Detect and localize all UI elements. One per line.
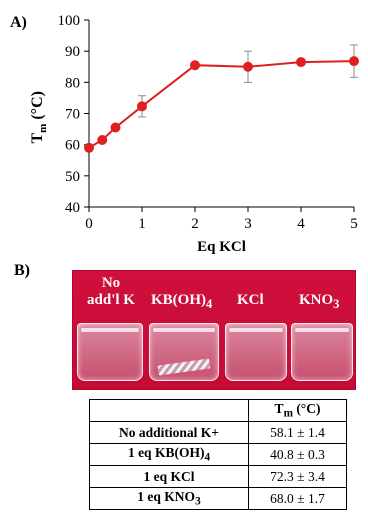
data-point [349, 56, 359, 67]
y-axis-label: Tm (°C) [29, 91, 49, 143]
table-row: No additional K+ 58.1 ± 1.4 [89, 421, 347, 444]
y-tick-label: 80 [65, 75, 80, 91]
table-row: 1 eq KNO3 68.0 ± 1.7 [89, 487, 347, 510]
y-tick-label: 70 [65, 107, 80, 123]
x-tick-label: 3 [244, 216, 252, 232]
row-value: 72.3 ± 3.4 [248, 465, 347, 488]
photo-label-kcl: KCl [237, 292, 264, 308]
table-header-row: Tm (°C) [89, 399, 347, 422]
data-point [137, 101, 147, 112]
x-tick-label: 1 [138, 216, 146, 232]
x-tick-label: 2 [191, 216, 199, 232]
row-name: 1 eq KB(OH)4 [89, 443, 249, 466]
data-point [97, 134, 108, 145]
vial-no-added-k [77, 323, 143, 381]
tm-vs-kcl-chart: A) 40 50 60 70 80 90 100 0 1 2 3 4 5 Eq KCl Tm (°C) [10, 13, 359, 255]
row-value: 68.0 ± 1.7 [248, 487, 347, 510]
panel-b-label: B) [14, 262, 30, 279]
data-point [190, 60, 200, 71]
data-point [243, 61, 253, 72]
x-tick-label: 4 [297, 216, 305, 232]
series-line [88, 60, 355, 149]
x-tick-label: 0 [85, 216, 93, 232]
table-row: 1 eq KCl 72.3 ± 3.4 [89, 465, 347, 488]
data-point [84, 142, 94, 153]
photo-label-no-added-k: No add'l K [87, 275, 135, 308]
tm-results-table: Tm (°C) No additional K+ 58.1 ± 1.4 1 eq… [89, 399, 347, 510]
vial-kno3 [291, 323, 353, 381]
photo-label-kno3: KNO3 [299, 292, 340, 311]
data-point [296, 57, 306, 68]
vials-photo: No add'l K KB(OH)4 KCl KNO3 [72, 270, 356, 390]
y-tick-label: 40 [65, 200, 80, 216]
x-tick-label: 5 [350, 216, 358, 232]
row-value: 58.1 ± 1.4 [248, 421, 347, 444]
table-row: 1 eq KB(OH)4 40.8 ± 0.3 [89, 443, 347, 466]
y-tick-label: 100 [58, 13, 81, 29]
data-point [110, 122, 121, 133]
x-axis-label: Eq KCl [197, 239, 246, 255]
y-tick-label: 60 [65, 138, 80, 154]
vial-kboh4 [149, 323, 219, 381]
y-tick-label: 50 [65, 169, 80, 185]
row-value: 40.8 ± 0.3 [248, 443, 347, 466]
table-header-tm: Tm (°C) [248, 399, 347, 422]
row-name: 1 eq KNO3 [89, 487, 249, 510]
row-name: 1 eq KCl [89, 465, 249, 488]
table-header-empty [89, 399, 249, 422]
row-name: No additional K+ [89, 421, 249, 444]
panel-a-label: A) [10, 14, 27, 31]
photo-label-kboh4: KB(OH)4 [151, 292, 213, 311]
y-tick-label: 90 [65, 44, 80, 60]
vial-kcl [225, 323, 287, 381]
